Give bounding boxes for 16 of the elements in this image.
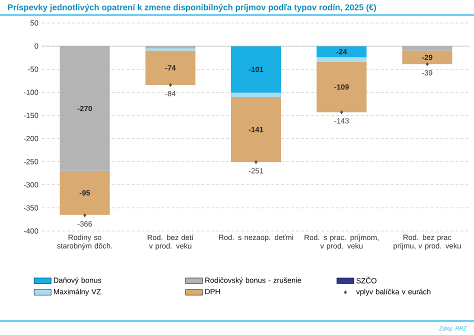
bar bbox=[231, 92, 282, 97]
bar bbox=[60, 46, 110, 171]
bar bbox=[316, 46, 367, 58]
chart-title: Príspevky jednotlivých opatrení k zmene disponibilných príjmov podľa typov rodín, 2025 (€) bbox=[8, 4, 376, 12]
bar bbox=[231, 96, 282, 162]
bar bbox=[316, 62, 367, 112]
bar bbox=[316, 57, 367, 62]
point bbox=[340, 110, 344, 114]
bar bbox=[402, 50, 452, 64]
point bbox=[426, 62, 429, 66]
bar bbox=[60, 170, 110, 215]
point bbox=[254, 160, 258, 164]
point bbox=[83, 213, 86, 218]
bar bbox=[145, 50, 196, 85]
bar bbox=[231, 46, 282, 93]
point bbox=[168, 82, 172, 87]
